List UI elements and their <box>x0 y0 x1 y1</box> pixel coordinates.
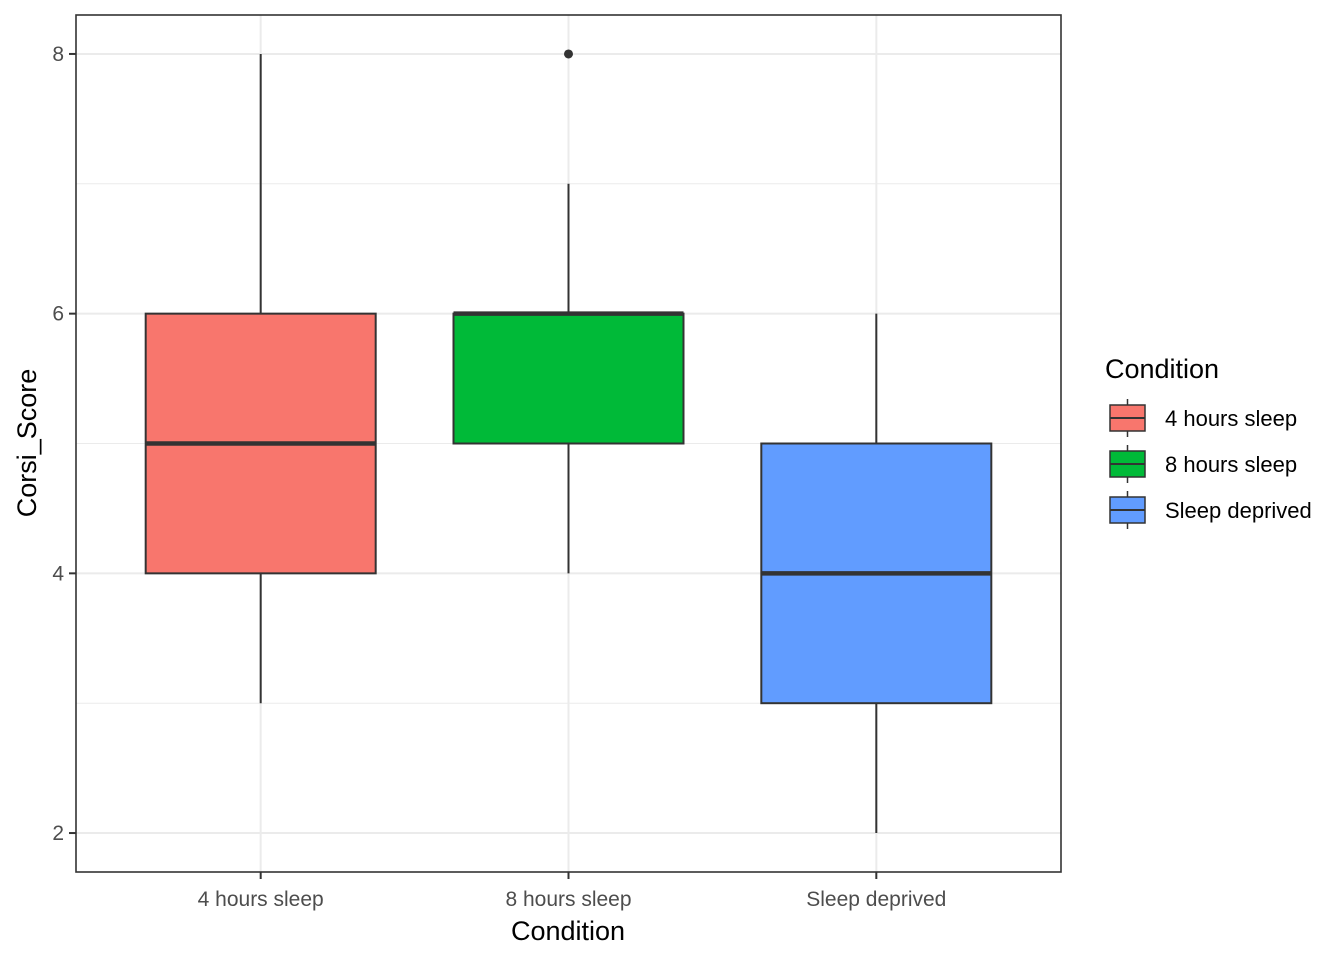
legend-item-8-hours-sleep: 8 hours sleep <box>1109 445 1297 483</box>
y-tick-label: 8 <box>52 43 64 66</box>
y-tick-label: 2 <box>52 822 64 845</box>
y-axis: 2 4 6 8 <box>52 43 76 845</box>
legend-item-4-hours-sleep: 4 hours sleep <box>1109 399 1297 437</box>
x-axis-title: Condition <box>511 916 625 946</box>
legend-label: Sleep deprived <box>1165 498 1312 523</box>
iqr-box <box>452 312 685 445</box>
x-tick-label: Sleep deprived <box>806 888 946 911</box>
y-tick-label: 4 <box>52 562 64 585</box>
box-8-hours-sleep <box>452 49 685 574</box>
x-tick-label: 8 hours sleep <box>505 888 631 911</box>
x-tick-label: 4 hours sleep <box>198 888 324 911</box>
legend-label: 8 hours sleep <box>1165 452 1297 477</box>
legend-item-sleep-deprived: Sleep deprived <box>1109 491 1312 529</box>
box-sleep-deprived <box>760 313 993 834</box>
box-series <box>144 49 993 834</box>
y-axis-title: Corsi_Score <box>12 369 42 518</box>
legend-title: Condition <box>1105 354 1219 384</box>
x-axis: 4 hours sleep 8 hours sleep Sleep deprived <box>198 872 946 911</box>
legend-label: 4 hours sleep <box>1165 406 1297 431</box>
outlier-point <box>564 49 573 59</box>
box-4-hours-sleep <box>144 53 377 704</box>
y-tick-label: 6 <box>52 303 64 326</box>
legend: Condition 4 hours sleep 8 hours sleep Slee… <box>1105 354 1312 529</box>
